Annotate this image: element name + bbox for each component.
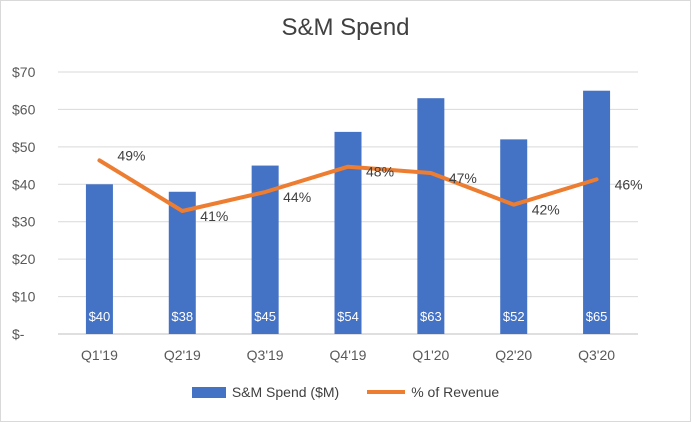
bar: [85, 184, 113, 334]
bar: [417, 98, 445, 334]
x-tick-label: Q3'20: [578, 347, 615, 363]
y-tick-label: $10: [12, 289, 36, 305]
x-tick-label: Q2'20: [495, 347, 532, 363]
legend-item-bar: S&M Spend ($M): [191, 384, 340, 400]
legend-swatch-bar: [191, 386, 226, 398]
legend-swatch-line: [367, 390, 406, 394]
bar-data-label: $65: [586, 309, 608, 324]
y-tick-label: $30: [12, 214, 36, 230]
y-tick-label: $-: [12, 326, 25, 342]
y-tick-label: $20: [12, 251, 36, 267]
line-data-label: 41%: [200, 208, 228, 224]
bar-data-label: $38: [171, 309, 193, 324]
x-tick-label: Q2'19: [164, 347, 201, 363]
line-data-label: 44%: [283, 189, 311, 205]
bar-data-label: $45: [254, 309, 276, 324]
x-tick-label: Q3'19: [247, 347, 284, 363]
line-data-label: 48%: [366, 164, 394, 180]
y-tick-label: $40: [12, 176, 36, 192]
legend-label-bar: S&M Spend ($M): [231, 384, 340, 400]
bar: [168, 191, 196, 334]
bar: [583, 90, 611, 334]
x-tick-label: Q4'19: [330, 347, 367, 363]
x-tick-label: Q1'19: [81, 347, 118, 363]
bar-data-label: $63: [420, 309, 442, 324]
legend-label-line: % of Revenue: [411, 384, 500, 400]
bar: [334, 131, 362, 334]
line-data-label: 46%: [615, 176, 643, 192]
line-data-label: 42%: [532, 202, 560, 218]
legend-item-line: % of Revenue: [367, 384, 499, 400]
y-tick-label: $60: [12, 101, 36, 117]
bar-data-label: $54: [337, 309, 359, 324]
legend: S&M Spend ($M) % of Revenue: [0, 384, 691, 400]
line-data-label: 49%: [117, 147, 145, 163]
bar-data-label: $40: [89, 309, 111, 324]
chart-title: S&M Spend: [281, 14, 410, 41]
bar: [500, 139, 528, 334]
y-tick-label: $70: [12, 64, 36, 80]
x-tick-label: Q1'20: [412, 347, 449, 363]
y-tick-label: $50: [12, 139, 36, 155]
bar-data-label: $52: [503, 309, 525, 324]
line-data-label: 47%: [449, 170, 477, 186]
